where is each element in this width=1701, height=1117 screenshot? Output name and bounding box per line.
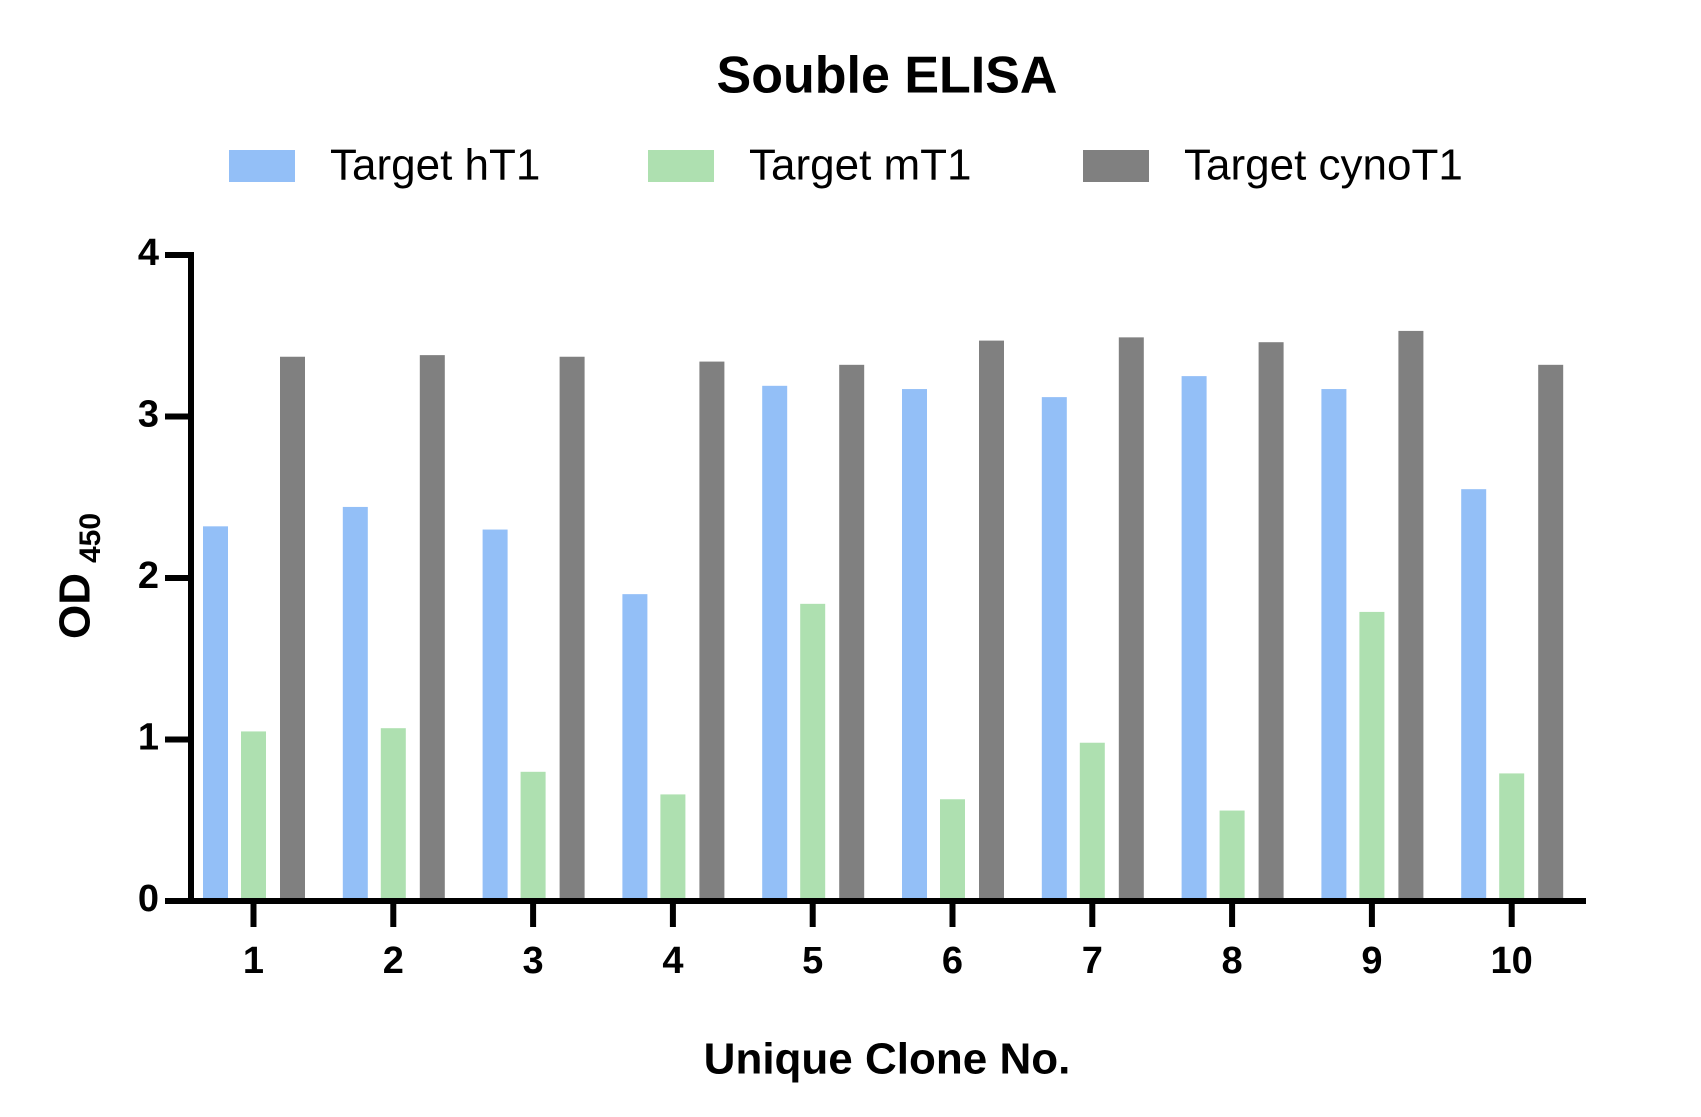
- bar: [1321, 389, 1347, 901]
- bar: [342, 506, 368, 901]
- bar: [902, 389, 927, 901]
- bar: [622, 594, 648, 901]
- bar: [1538, 364, 1564, 901]
- bar: [419, 355, 445, 901]
- x-tick-label: 9: [1361, 940, 1382, 982]
- y-tick-label: 2: [138, 555, 159, 597]
- bar: [380, 728, 406, 901]
- x-tick-label: 5: [802, 940, 823, 982]
- chart-title: Souble ELISA: [717, 47, 1058, 105]
- bar: [280, 356, 305, 901]
- bar: [203, 526, 228, 901]
- bar: [1398, 330, 1424, 901]
- legend-label: Target mT1: [749, 141, 972, 190]
- bar: [520, 771, 546, 901]
- bar: [940, 799, 965, 901]
- bar: [1181, 376, 1207, 901]
- bar: [1079, 742, 1105, 901]
- bar: [800, 603, 826, 901]
- x-tick-label: 2: [383, 940, 404, 982]
- bar: [1219, 810, 1245, 901]
- x-tick-label: 8: [1222, 940, 1243, 982]
- legend-label: Target cynoT1: [1184, 141, 1463, 190]
- y-tick-label: 1: [138, 717, 159, 759]
- bar: [979, 340, 1004, 902]
- bar: [660, 794, 686, 901]
- x-tick-label: 10: [1491, 940, 1533, 982]
- y-axis-label-group: OD 450: [51, 513, 107, 639]
- x-tick-label: 7: [1082, 940, 1103, 982]
- x-tick-label: 3: [523, 940, 544, 982]
- y-axis-label: OD: [51, 573, 100, 639]
- x-tick-label: 6: [942, 940, 963, 982]
- legend-swatch: [648, 150, 714, 182]
- y-tick-label: 3: [138, 394, 159, 436]
- y-axis-label-subscript: 450: [74, 513, 107, 563]
- legend-label: Target hT1: [330, 141, 540, 190]
- bar: [1118, 337, 1144, 901]
- bar: [1359, 611, 1385, 901]
- legend-swatch: [229, 150, 295, 182]
- legend-swatch: [1083, 150, 1149, 182]
- y-tick-label: 4: [138, 232, 159, 274]
- bar: [1461, 489, 1487, 901]
- bar: [559, 356, 585, 901]
- bar: [699, 361, 725, 902]
- bar: [1258, 342, 1284, 902]
- x-tick-label: 4: [662, 940, 683, 982]
- x-axis-label: Unique Clone No.: [704, 1035, 1071, 1084]
- bar: [1499, 773, 1525, 901]
- bar: [482, 529, 508, 901]
- x-tick-label: 1: [243, 940, 264, 982]
- bar: [1041, 397, 1067, 901]
- y-tick-label: 0: [138, 878, 159, 920]
- bar: [241, 731, 266, 901]
- bar: [762, 385, 788, 901]
- bar: [839, 364, 865, 901]
